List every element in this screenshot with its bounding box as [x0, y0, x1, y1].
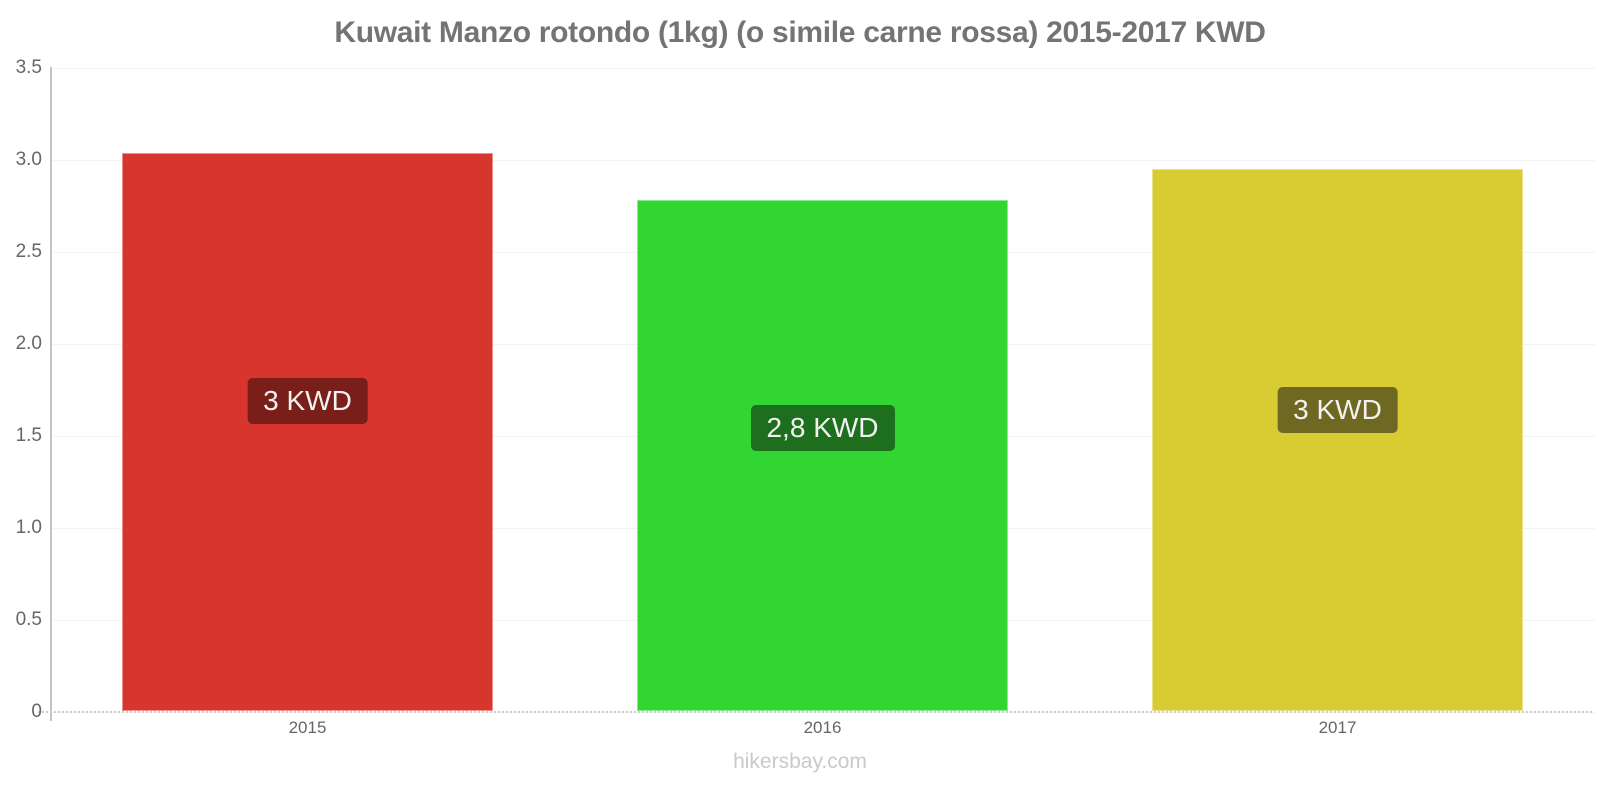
x-tick-label-2015: 2015 — [288, 718, 327, 737]
x-tick-label-2016: 2016 — [803, 718, 842, 737]
bar-2015[interactable] — [122, 153, 493, 711]
y-tick-label-1.0: 1.0 — [15, 517, 42, 538]
chart-title: Kuwait Manzo rotondo (1kg) (o simile car… — [334, 16, 1266, 49]
watermark: hikersbay.com — [733, 750, 867, 773]
bar-value-label-2017: 3 KWD — [1277, 387, 1398, 434]
gridline-3.5 — [50, 68, 1595, 69]
bar-2016[interactable] — [637, 200, 1008, 711]
y-tick-label-2.5: 2.5 — [15, 241, 42, 262]
x-axis-baseline — [38, 711, 1592, 713]
y-tick-label-0: 0 — [31, 701, 42, 722]
bar-value-label-2016: 2,8 KWD — [750, 404, 895, 451]
y-tick-label-2.0: 2.0 — [15, 333, 42, 354]
x-tick-label-2017: 2017 — [1318, 718, 1357, 737]
y-tick-label-1.5: 1.5 — [15, 425, 42, 446]
gridline-3.0 — [50, 160, 1595, 161]
bar-2017[interactable] — [1152, 169, 1523, 711]
y-tick-label-3.0: 3.0 — [15, 149, 42, 170]
y-tick-label-3.5: 3.5 — [15, 57, 42, 78]
y-tick-label-0.5: 0.5 — [15, 609, 42, 630]
bar-value-label-2015: 3 KWD — [247, 377, 368, 424]
y-axis-line — [50, 67, 52, 721]
